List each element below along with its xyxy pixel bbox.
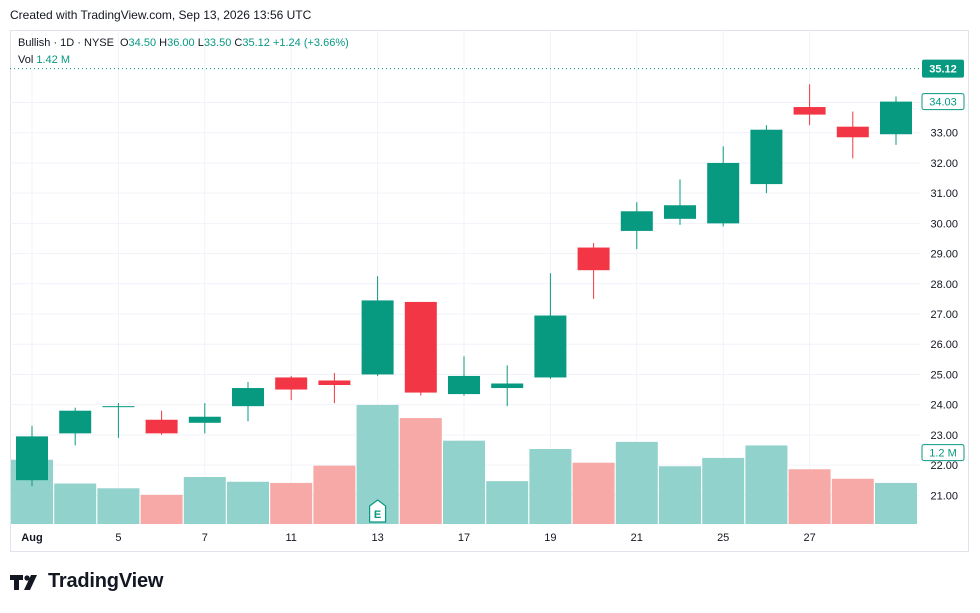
volume-bar [659, 466, 701, 524]
candle-body [707, 162, 740, 224]
time-tick-label: 5 [115, 532, 121, 544]
time-tick-label: 27 [803, 532, 815, 544]
candle-body [750, 129, 783, 185]
candle-body [491, 383, 524, 389]
price-tick-label: 28.00 [930, 279, 958, 291]
volume-value-label: 1.2 M [929, 448, 957, 460]
candle-body [59, 410, 92, 434]
tradingview-logo-icon [10, 574, 37, 590]
time-axis[interactable]: Aug 5 7 11 13 17 19 21 25 27 [21, 532, 815, 544]
candle-body [880, 101, 912, 135]
candle-body [188, 416, 221, 423]
candle-body [318, 380, 351, 386]
chart-markers: E [10, 68, 920, 523]
tradingview-logo-text: TradingView [48, 570, 164, 592]
open-label: O [119, 37, 129, 49]
time-tick-label: 7 [202, 532, 208, 544]
low-label: L [197, 37, 204, 49]
candle-body [534, 315, 567, 378]
candle-body [145, 419, 178, 434]
candle-body [577, 247, 610, 271]
candle-body [102, 406, 135, 408]
candle-body [361, 300, 394, 375]
price-axis[interactable]: 21.00 22.00 23.00 24.00 25.00 26.00 27.00 28.00… [921, 59, 965, 503]
time-tick-label: 21 [631, 532, 643, 544]
price-tick-label: 29.00 [930, 249, 958, 261]
volume-bar [313, 465, 356, 524]
time-tick-label: 11 [285, 532, 296, 544]
candle-body [448, 375, 480, 395]
time-tick-label: 19 [544, 532, 556, 544]
price-tick-label: 27.00 [930, 309, 958, 321]
price-tick-label: 32.00 [930, 158, 958, 170]
volume-bar [54, 483, 97, 524]
price-tick-label: 30.00 [930, 218, 958, 230]
close-price-badge [921, 93, 965, 111]
volume-bar [831, 478, 874, 524]
open-value: 34.50 [128, 37, 157, 49]
chart-legend: Bullish · 1D · NYSE O34.50 H36.00 L33.50 … [18, 35, 349, 69]
volume-value: 1.42 M [36, 54, 70, 66]
price-tick-label: 21.00 [930, 490, 958, 502]
symbol-label: Bullish · 1D · NYSE [18, 37, 114, 49]
volume-bar [399, 418, 442, 524]
earnings-marker-icon [369, 499, 387, 523]
time-tick-label: 13 [371, 532, 383, 544]
last-price-badge [922, 59, 964, 78]
volume-bar [788, 469, 831, 524]
candle-body [275, 377, 308, 390]
price-tick-label: 31.00 [930, 188, 958, 200]
volume-bar [443, 440, 485, 524]
volume-bar [702, 457, 745, 524]
candle-body [232, 388, 264, 407]
volume-bar [745, 445, 788, 524]
volume-bar [486, 481, 529, 524]
volume-label: Vol [18, 54, 34, 66]
volume-bar [875, 482, 917, 524]
volume-bar [97, 488, 140, 524]
volume-bar [227, 481, 269, 524]
created-with-caption: Created with TradingView.com, Sep 13, 20… [10, 8, 312, 22]
low-value: 33.50 [203, 37, 232, 49]
time-tick-label: 17 [458, 532, 470, 544]
change-value: +1.24 (+3.66%) [272, 37, 349, 49]
close-value: 35.12 [242, 37, 270, 49]
close-price-label: 34.03 [929, 97, 957, 109]
earnings-marker-label: E [374, 509, 381, 521]
price-tick-label: 22.00 [930, 460, 958, 472]
candle-body [793, 107, 826, 115]
volume-bar [529, 449, 572, 524]
close-label: C [234, 37, 243, 49]
candle-body [664, 205, 696, 219]
price-tick-label: 23.00 [930, 430, 958, 442]
tradingview-logo[interactable]: TradingView [10, 570, 163, 593]
candle-body [16, 436, 48, 481]
candlestick-chart[interactable]: E 21.00 22.00 23.00 24.00 25.00 26.00 27.00 28.… [10, 30, 969, 552]
candle-body [404, 301, 437, 393]
high-label: H [159, 37, 168, 49]
price-tick-label: 26.00 [930, 339, 958, 351]
volume-bar [615, 441, 658, 524]
candle-body [620, 211, 653, 231]
time-tick-label: 25 [717, 532, 729, 544]
volume-bar [270, 482, 313, 524]
volume-row: Vol 1.42 M [18, 52, 349, 69]
time-tick-label: Aug [21, 532, 42, 544]
volume-bar [140, 494, 183, 524]
candles[interactable] [16, 84, 912, 487]
ohlc-row: Bullish · 1D · NYSE O34.50 H36.00 L33.50 … [18, 35, 349, 52]
volume-bar [183, 476, 226, 524]
price-tick-label: 33.00 [930, 128, 958, 140]
volume-bar [572, 462, 615, 524]
price-tick-label: 24.00 [930, 400, 958, 412]
last-price-label: 35.12 [929, 64, 957, 76]
chart-frame [10, 30, 969, 552]
high-value: 36.00 [167, 37, 195, 49]
candle-body [836, 126, 869, 138]
volume-value-badge [921, 444, 965, 462]
volume-bars [11, 404, 917, 524]
price-tick-label: 25.00 [930, 369, 958, 381]
